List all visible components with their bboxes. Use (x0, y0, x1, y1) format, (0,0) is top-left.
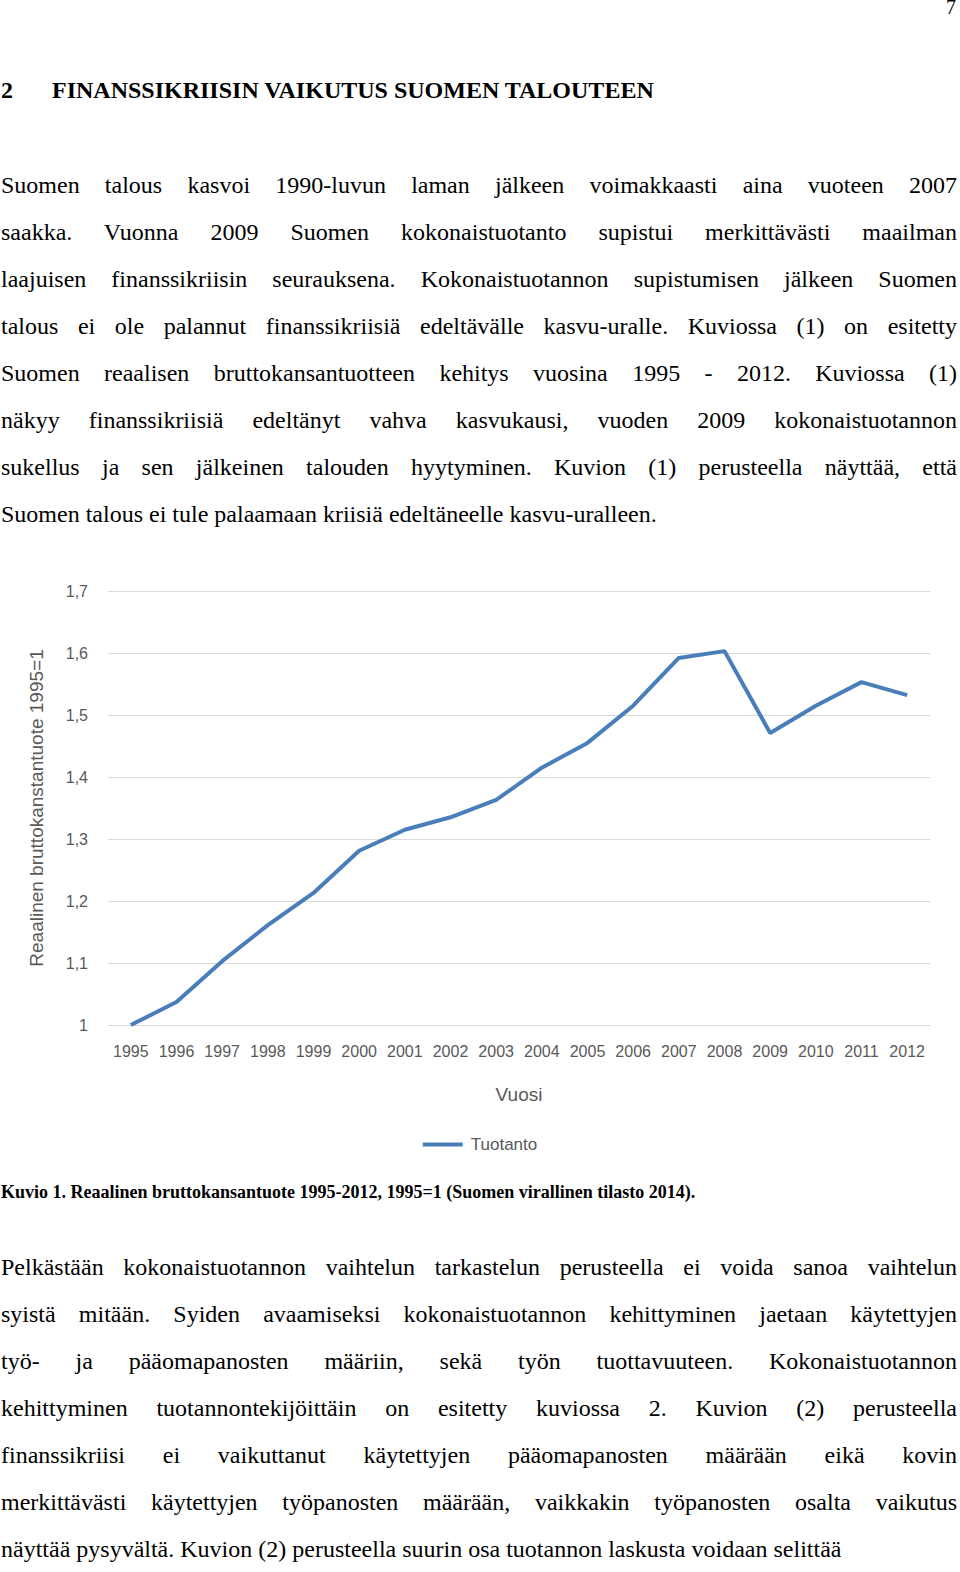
svg-text:2003: 2003 (478, 1043, 514, 1060)
svg-text:1,1: 1,1 (66, 955, 88, 972)
svg-text:1,3: 1,3 (66, 831, 88, 848)
html-text:Kuvio 1. Reaalinen bruttokansa: Kuvio 1. Reaalinen bruttokansantuote 199… (1, 1182, 696, 1202)
svg-text:2000: 2000 (341, 1043, 377, 1060)
html-text:FINANSSIKRIISIN VAIKUTUS SUOME: FINANSSIKRIISIN VAIKUTUS SUOMEN TALOUTEE… (52, 77, 654, 103)
svg-text:1998: 1998 (250, 1043, 286, 1060)
svg-text:2008: 2008 (707, 1043, 743, 1060)
html-text:laajuisen finanssikriisin seur: laajuisen finanssikriisin seurauksena. K… (1, 266, 957, 292)
svg-text:2002: 2002 (433, 1043, 469, 1060)
html-text:Suomen talous ei tule palaamaa: Suomen talous ei tule palaamaan kriisiä … (1, 501, 657, 527)
html-text:saakka. Vuonna 2009 Suomen kok: saakka. Vuonna 2009 Suomen kokonaistuota… (1, 219, 957, 245)
html-text:näyttää pysyvältä. Kuvion (2): näyttää pysyvältä. Kuvion (2) perusteell… (1, 1536, 842, 1562)
html-text:Suomen reaalisen bruttokansant: Suomen reaalisen bruttokansantuotteen ke… (1, 360, 957, 386)
svg-text:1,6: 1,6 (66, 645, 88, 662)
svg-text:1: 1 (79, 1017, 88, 1034)
svg-text:1,4: 1,4 (66, 769, 88, 786)
svg-text:1,7: 1,7 (66, 583, 88, 600)
svg-text:1996: 1996 (159, 1043, 195, 1060)
html-text:sukellus ja sen jälkeinen talo: sukellus ja sen jälkeinen talouden hyyty… (1, 454, 957, 480)
svg-text:Tuotanto: Tuotanto (471, 1135, 537, 1154)
html-text:talous ei ole palannut finanss: talous ei ole palannut finanssikriisiä e… (1, 313, 957, 339)
svg-text:2011: 2011 (844, 1043, 879, 1060)
html-text:syistä mitään. Syiden avaamise: syistä mitään. Syiden avaamiseksi kokona… (1, 1301, 957, 1327)
svg-text:2007: 2007 (661, 1043, 697, 1060)
html-text:Suomen talous kasvoi 1990-luvu: Suomen talous kasvoi 1990-luvun laman jä… (1, 172, 957, 198)
svg-text:1,2: 1,2 (66, 893, 88, 910)
svg-text:2010: 2010 (798, 1043, 834, 1060)
html-text:näkyy finanssikriisiä edeltäny: näkyy finanssikriisiä edeltänyt vahva ka… (1, 407, 957, 433)
svg-text:2006: 2006 (615, 1043, 651, 1060)
svg-text:1997: 1997 (204, 1043, 240, 1060)
svg-text:Reaalinen bruttokanstantuote 1: Reaalinen bruttokanstantuote 1995=1 (26, 649, 47, 966)
svg-text:1999: 1999 (296, 1043, 332, 1060)
svg-text:2009: 2009 (752, 1043, 788, 1060)
svg-text:1,5: 1,5 (66, 707, 88, 724)
html-text:kehittyminen tuotannontekijöit: kehittyminen tuotannontekijöittäin on es… (1, 1395, 957, 1421)
html-text:finanssikriisi ei vaikuttanut: finanssikriisi ei vaikuttanut käytettyje… (1, 1442, 957, 1468)
svg-text:2012: 2012 (889, 1043, 925, 1060)
svg-text:2001: 2001 (387, 1043, 423, 1060)
html-text:työ- ja pääomapanosten määriin: työ- ja pääomapanosten määriin, sekä työ… (1, 1348, 957, 1374)
svg-text:Vuosi: Vuosi (496, 1084, 543, 1105)
html-text:Pelkästään kokonaistuotannon v: Pelkästään kokonaistuotannon vaihtelun t… (1, 1254, 957, 1280)
svg-text:2004: 2004 (524, 1043, 560, 1060)
svg-text:2005: 2005 (570, 1043, 606, 1060)
html-text:2: 2 (1, 77, 13, 103)
html-text:merkittävästi käytettyjen työp: merkittävästi käytettyjen työpanosten mä… (1, 1489, 957, 1515)
svg-text:1995: 1995 (113, 1043, 149, 1060)
